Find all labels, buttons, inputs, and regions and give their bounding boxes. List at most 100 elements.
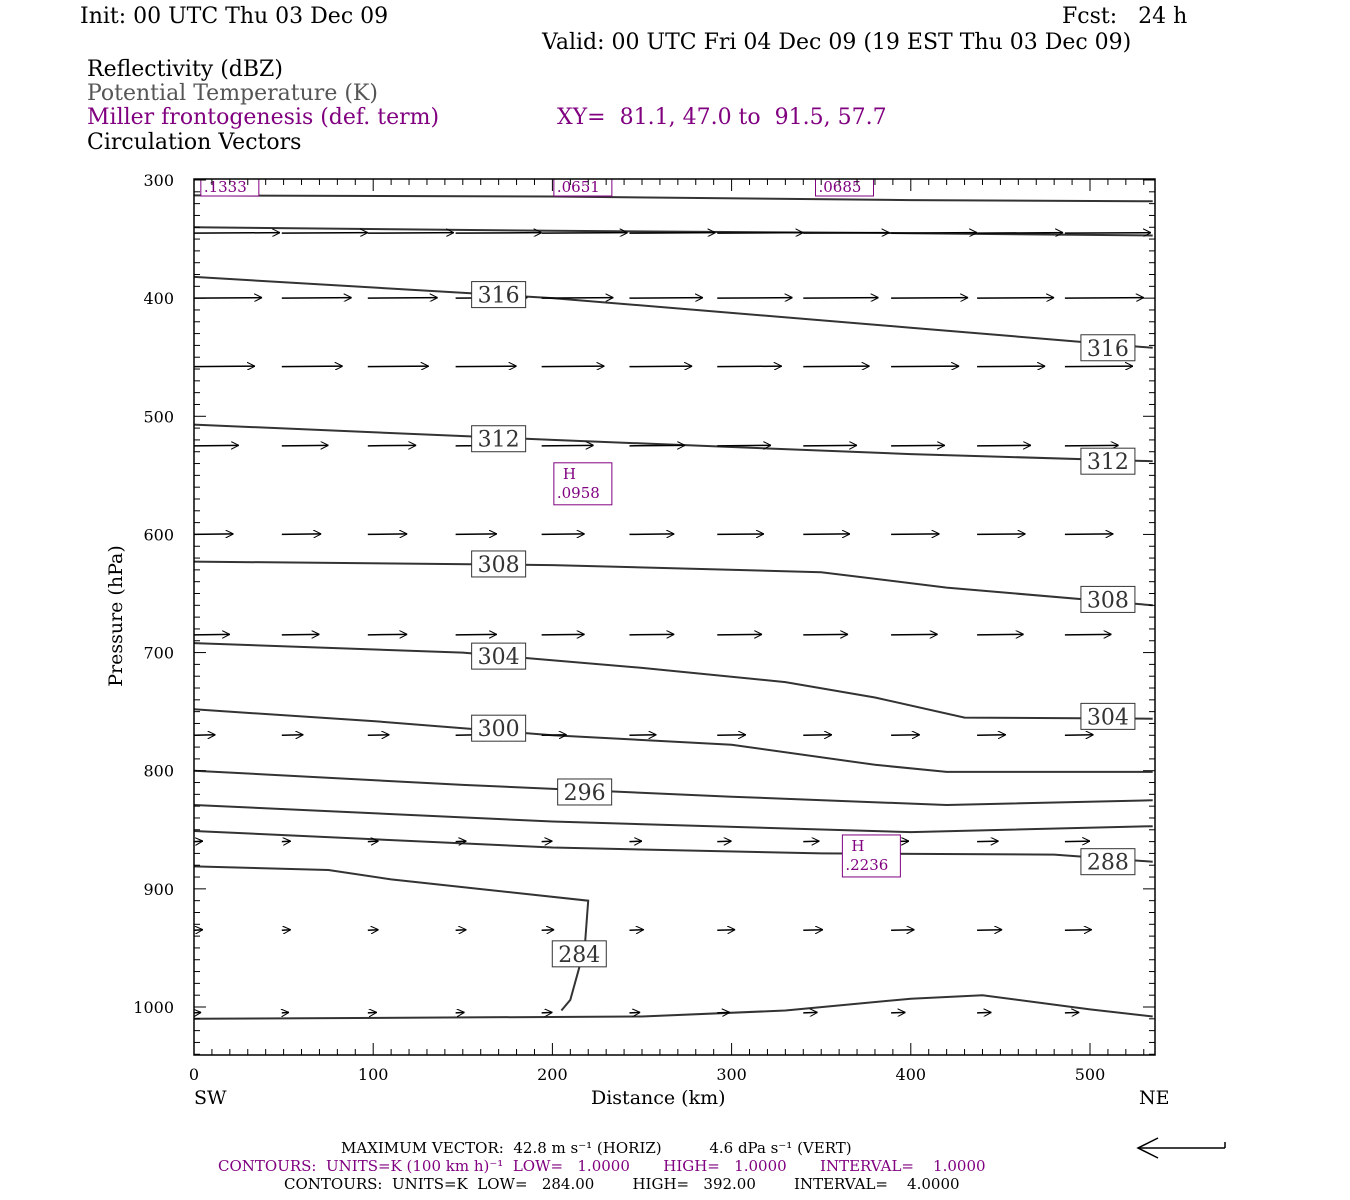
circulation-vector xyxy=(281,841,291,842)
circulation-vector xyxy=(541,298,614,299)
y-tick-label: 500 xyxy=(143,407,174,426)
plot-axes: 0 100 200 300 400 500 300 400 500 600 700 800 900 100… xyxy=(133,171,1156,1084)
circulation-vector xyxy=(194,930,203,931)
circulation-vector xyxy=(281,233,368,234)
circulation-vector xyxy=(194,366,255,367)
circulation-vector xyxy=(194,634,230,635)
circulation-vector xyxy=(803,233,889,234)
circulation-vector xyxy=(1064,366,1133,367)
circulation-vector xyxy=(455,1012,465,1013)
circulation-vector xyxy=(194,233,280,234)
circulation-vector xyxy=(977,445,1031,446)
theta-contour-line xyxy=(194,804,1153,834)
circulation-vector xyxy=(891,930,914,931)
circulation-vector xyxy=(717,534,764,535)
circulation-vector xyxy=(629,366,692,367)
circulation-vector xyxy=(541,445,594,446)
circulation-vector xyxy=(367,233,454,234)
circulation-vector xyxy=(717,233,803,234)
x-tick-label: 400 xyxy=(896,1065,927,1084)
circulation-vector xyxy=(367,735,390,736)
reference-vector-arrow xyxy=(1136,1137,1226,1159)
theta-contour-line xyxy=(194,708,1153,773)
theta-contour-info: CONTOURS: UNITS=K LOW= 284.00 HIGH= 392.… xyxy=(284,1175,960,1193)
contour-label-box xyxy=(1080,585,1136,613)
y-tick-label: 400 xyxy=(143,289,174,308)
y-tick-label: 1000 xyxy=(133,998,174,1017)
contour-label-box xyxy=(471,425,527,453)
contour-label-box xyxy=(1080,702,1136,730)
x-end-label-ne: NE xyxy=(1139,1087,1170,1109)
max-vector-line: MAXIMUM VECTOR: 42.8 m s⁻¹ (HORIZ) 4.6 d… xyxy=(341,1139,852,1157)
contour-label: 312 xyxy=(1087,450,1129,475)
circulation-vector xyxy=(629,298,702,299)
circulation-vector xyxy=(541,930,555,931)
circulation-vector xyxy=(803,366,869,367)
circulation-vector xyxy=(541,841,553,842)
circulation-vector xyxy=(367,534,407,535)
circulation-vector xyxy=(281,930,291,931)
contour-label-box xyxy=(1080,447,1136,475)
circulation-vector xyxy=(629,735,656,736)
contour-label-box xyxy=(1080,334,1136,362)
circulation-vector xyxy=(629,1012,640,1013)
circulation-vector xyxy=(891,445,945,446)
circulation-vector xyxy=(629,841,642,842)
y-axis-label: Pressure (hPa) xyxy=(105,545,127,687)
contour-label-box xyxy=(471,281,527,309)
frontogenesis-value: .0685 xyxy=(818,178,861,196)
theta-contour-line xyxy=(194,994,1153,1020)
fronto-contour-info: CONTOURS: UNITS=K (100 km h)⁻¹ LOW= 1.00… xyxy=(218,1157,986,1175)
circulation-vector xyxy=(281,534,321,535)
circulation-vector xyxy=(977,930,1002,931)
circulation-vector xyxy=(629,233,715,234)
circulation-vector xyxy=(455,634,497,635)
circulation-vector xyxy=(367,298,438,299)
circulation-vector xyxy=(803,445,857,446)
circulation-vector xyxy=(455,366,517,367)
y-tick-label: 300 xyxy=(143,171,174,190)
contour-label: 312 xyxy=(478,428,520,453)
circulation-vector xyxy=(803,534,850,535)
circulation-vector xyxy=(717,1012,730,1013)
circulation-vector xyxy=(1064,634,1112,635)
init-time: Init: 00 UTC Thu 03 Dec 09 xyxy=(80,4,389,29)
circulation-vector xyxy=(803,735,832,736)
circulation-vector xyxy=(367,930,379,931)
circulation-vector xyxy=(977,366,1045,367)
contour-label: 288 xyxy=(1087,851,1129,876)
frontogenesis-value: .0958 xyxy=(557,484,600,502)
theta-contour-line xyxy=(194,769,1153,807)
frontogenesis-extremum: H xyxy=(851,837,864,855)
contour-label: 316 xyxy=(1087,337,1129,362)
circulation-vector xyxy=(629,930,643,931)
circulation-vector xyxy=(367,1012,377,1013)
circulation-vector xyxy=(194,1012,201,1013)
plot-frame xyxy=(193,178,1156,1056)
contour-label-box xyxy=(471,642,527,670)
circulation-vector xyxy=(891,233,977,234)
x-tick-label: 0 xyxy=(189,1065,199,1084)
legend-vectors: Circulation Vectors xyxy=(87,130,302,155)
cross-section-endpoints: XY= 81.1, 47.0 to 91.5, 57.7 xyxy=(557,105,887,130)
circulation-vector xyxy=(541,735,567,736)
theta-contours xyxy=(194,194,1153,1020)
circulation-vector xyxy=(367,841,379,842)
circulation-vector xyxy=(891,534,939,535)
circulation-vector xyxy=(977,534,1025,535)
circulation-vector xyxy=(281,634,320,635)
y-tick-label: 600 xyxy=(143,525,174,544)
contour-label: 300 xyxy=(478,717,520,742)
circulation-vector xyxy=(455,233,542,234)
y-tick-label: 700 xyxy=(143,644,174,663)
contour-label-box xyxy=(471,714,527,742)
circulation-vector xyxy=(281,735,304,736)
x-tick-label: 100 xyxy=(358,1065,389,1084)
circulation-vector xyxy=(455,930,467,931)
circulation-vector xyxy=(977,233,1063,234)
contour-label: 304 xyxy=(478,645,520,670)
circulation-vector xyxy=(629,534,674,535)
contour-label: 304 xyxy=(1087,705,1129,730)
